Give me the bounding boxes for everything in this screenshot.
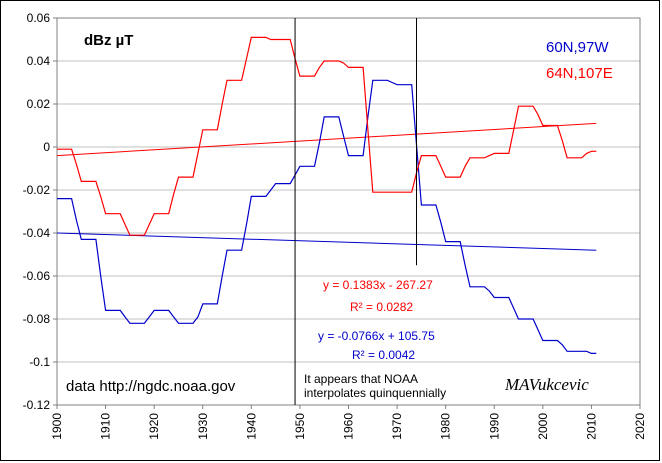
- y-tick-label: 0.06: [27, 11, 51, 25]
- note-line-2: interpolates quinquennially: [304, 386, 446, 400]
- x-tick-label: 1960: [342, 413, 356, 440]
- data-source-label: data http://ngdc.noaa.gov: [66, 378, 236, 395]
- trend-equation-red: y = 0.1383x - 267.27: [323, 278, 433, 292]
- x-tick-label: 1950: [293, 413, 307, 440]
- x-tick-label: 1920: [147, 413, 161, 440]
- y-tick-label: -0.02: [23, 183, 51, 197]
- y-tick-label: 0: [43, 140, 50, 154]
- x-tick-label: 1940: [244, 413, 258, 440]
- y-tick-label: -0.04: [23, 226, 51, 240]
- unit-label: dBz µT: [84, 32, 133, 49]
- y-tick-label: -0.1: [29, 355, 50, 369]
- y-axis-ticks: 0.06 0.04 0.02 0 -0.02 -0.04 -0.06 -0.08 -0.1 -0.…: [23, 11, 57, 412]
- series-line-1: [57, 79, 597, 354]
- y-tick-label: -0.12: [23, 398, 51, 412]
- x-tick-label: 1900: [50, 413, 64, 440]
- x-axis-ticks: 1900 1910 1920 1930 1940 1950 1960 1970 1980 1990…: [50, 405, 647, 440]
- legend-series-1: 60N,97W: [546, 39, 609, 56]
- trend-equation-blue: y = -0.0766x + 105.75: [318, 329, 435, 343]
- trend-line-1: [56, 232, 597, 251]
- y-tick-label: 0.02: [27, 97, 51, 111]
- x-tick-label: 2020: [633, 413, 647, 440]
- y-tick-label: 0.04: [27, 54, 51, 68]
- y-tick-label: -0.06: [23, 269, 51, 283]
- series-line-2: [57, 36, 597, 236]
- grid-lines: [57, 60, 640, 363]
- legend-series-2: 64N,107E: [546, 65, 613, 82]
- x-tick-label: 1980: [439, 413, 453, 440]
- r2-label-red: R² = 0.0282: [350, 300, 413, 314]
- x-tick-label: 1930: [196, 413, 210, 440]
- y-tick-label: -0.08: [23, 312, 51, 326]
- x-tick-label: 1970: [390, 413, 404, 440]
- note-line-1: It appears that NOAA: [304, 372, 418, 386]
- vertical-markers: [294, 18, 418, 405]
- author-signature: MAVukcevic: [504, 375, 589, 394]
- x-tick-label: 1990: [487, 413, 501, 440]
- trend-line-2: [56, 122, 597, 157]
- x-tick-label: 2010: [584, 413, 598, 440]
- r2-label-blue: R² = 0.0042: [352, 348, 415, 362]
- x-tick-label: 1910: [99, 413, 113, 440]
- series-lines: [57, 36, 597, 354]
- trend-lines: [56, 122, 597, 251]
- x-tick-label: 2000: [536, 413, 550, 440]
